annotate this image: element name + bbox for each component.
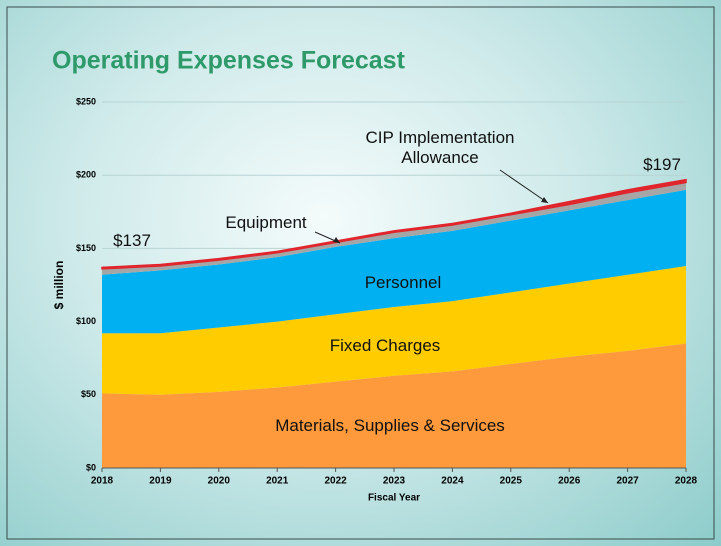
slide-frame [6,6,715,540]
y-tick-label: $150 [76,243,96,253]
y-tick-label: $200 [76,170,96,180]
x-tick-label: 2018 [91,476,114,487]
x-tick-label: 2019 [149,476,172,487]
y-tick-label: $50 [81,389,96,399]
series-label: Personnel [364,273,442,292]
chart-title: Operating Expenses Forecast [52,47,406,75]
plot-area: $0 $50 $100 $150 $200 $250 2018 2019 2020 2021 202… [76,96,698,486]
series-label: Materials, Supplies & Services [275,416,505,435]
x-tick-label: 2025 [500,476,523,487]
x-tick-label: 2023 [383,476,406,487]
series-label: Equipment [225,213,307,232]
x-tick-label: 2027 [616,476,639,487]
x-tick-label: 2026 [558,476,581,487]
area [102,343,686,468]
cip-pointer-head [541,197,548,203]
total-label: $137 [113,231,151,250]
series-label: Fixed Charges [329,336,441,355]
x-tick-label: 2022 [324,476,347,487]
y-axis-label: $ million [52,261,66,310]
equipment-pointer-head [333,237,340,243]
cip-pointer [499,169,549,204]
area [102,189,686,334]
x-tick-label: 2028 [675,476,698,487]
y-tick-label: $0 [86,462,96,472]
y-tick-label: $100 [76,316,96,326]
x-tick-label: 2024 [441,476,464,487]
area [101,178,687,270]
x-tick-label: 2020 [208,476,231,487]
x-axis-label: Fiscal Year [368,493,420,504]
total-label: $197 [643,155,681,174]
area [102,265,686,395]
x-tick-label: 2021 [266,476,289,487]
series-label: CIP Implementation Allowance [365,128,515,167]
y-tick-label: $250 [76,96,96,106]
